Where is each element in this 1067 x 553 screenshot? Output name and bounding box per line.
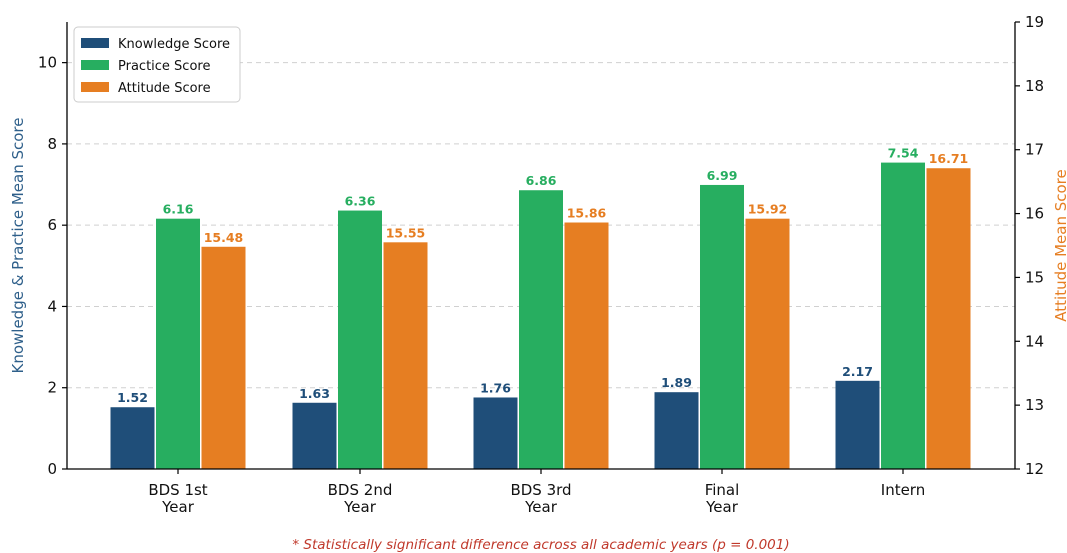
legend-swatch [81,82,109,92]
legend-box [73,26,241,103]
y-right-axis-title: Attitude Mean Score [1052,169,1067,321]
x-tick-label: BDS 1st Year [148,481,207,516]
x-tick-label: BDS 2nd Year [328,481,393,516]
data-label: 6.99 [707,168,738,183]
bar-knowledge-score [292,402,337,469]
y-left-tick-label: 10 [38,54,57,72]
bar-practice-score [519,190,563,469]
y-right-tick-label: 18 [1025,77,1044,95]
y-left-tick-label: 0 [47,460,57,478]
bar-practice-score [338,210,382,469]
footnote: * Statistically significant difference a… [292,537,789,553]
data-label: 1.63 [299,386,330,401]
y-right-tick-label: 16 [1025,205,1044,223]
data-label: 1.76 [480,380,511,395]
data-label: 15.48 [204,230,244,245]
bar-attitude-score [564,222,609,469]
legend: Knowledge Score Practice Score Attitude Sc… [73,26,241,103]
y-left-axis-title: Knowledge & Practice Mean Score [9,117,27,373]
x-tick-label: Final Year [705,481,740,516]
y-left-tick-label: 2 [47,379,57,397]
y-right-tick-label: 17 [1025,141,1044,159]
bar-attitude-score [926,168,971,470]
legend-label: Attitude Score [118,81,211,96]
data-label: 1.52 [117,390,148,405]
y-left-tick-label: 4 [47,297,57,315]
y-left-tick-label: 8 [47,135,57,153]
y-right-tick-label: 19 [1025,13,1044,31]
bar-attitude-score [745,218,790,469]
x-tick-label: BDS 3rd Year [510,481,571,516]
data-label: 2.17 [842,364,873,379]
y-right-tick-label: 14 [1025,332,1044,350]
y-right-tick-label: 13 [1025,396,1044,414]
bar-practice-score [156,218,200,469]
bar-attitude-score [201,246,246,469]
legend-swatch [81,60,109,70]
x-tick-label: Intern [881,481,925,499]
legend-label: Knowledge Score [118,37,230,52]
y-left-tick-label: 6 [47,216,57,234]
bar-knowledge-score [473,397,518,469]
bar-knowledge-score [110,407,155,469]
bar-knowledge-score [835,380,880,469]
data-labels: 1.52 1.63 1.76 1.89 2.17 6.16 6.36 6.86 6.99 7.54… [117,146,968,406]
data-label: 15.55 [386,225,426,240]
bars [110,162,971,470]
y-right-tick-label: 12 [1025,460,1044,478]
legend-swatch [81,38,109,48]
bar-practice-score [700,184,744,469]
bar-attitude-score [383,242,428,469]
data-label: 15.86 [567,206,607,221]
axes: 0 2 4 6 8 10 12 13 14 15 16 17 18 19 BDS 1st Year BDS 2n… [38,13,1044,516]
data-label: 16.71 [929,151,969,166]
data-label: 6.16 [163,202,194,217]
bar-practice-score [881,162,925,470]
data-label: 6.86 [526,173,557,188]
y-right-tick-label: 15 [1025,268,1044,286]
legend-label: Practice Score [118,59,210,74]
data-label: 7.54 [888,146,919,161]
data-label: 6.36 [345,194,376,209]
data-label: 1.89 [661,375,692,390]
bar-knowledge-score [654,392,699,469]
data-label: 15.92 [748,202,788,217]
